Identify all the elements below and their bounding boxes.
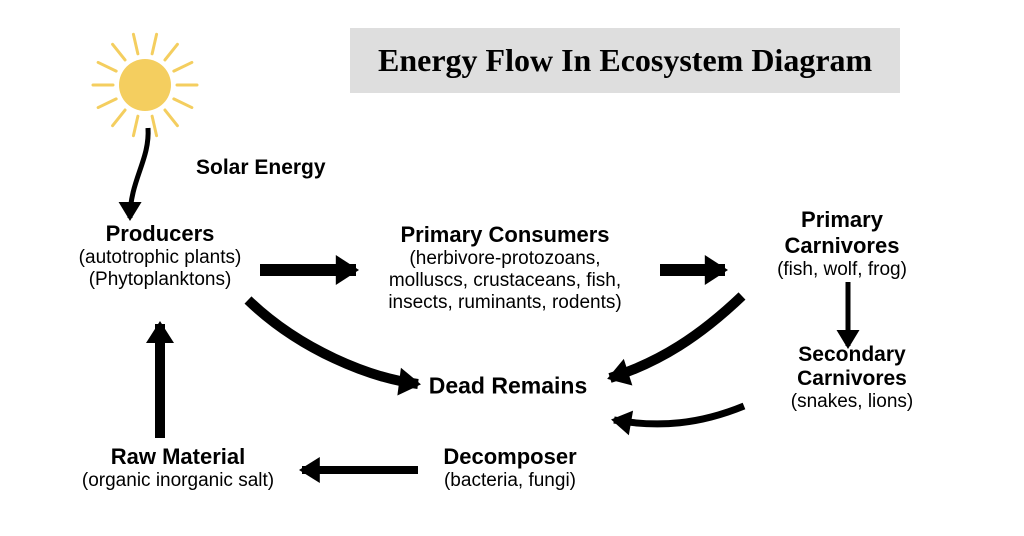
node-title: Primary Consumers [388,222,621,248]
arrowhead-raw-to-producers [146,321,174,343]
arrowhead-producers-to-dead [397,368,421,396]
sun-icon [89,29,201,141]
solar-energy-label: Solar Energy [196,156,326,180]
node-sub: (fish, wolf, frog) [751,259,933,281]
node-secondary-carnivores: Secondary Carnivores (snakes, lions) [766,343,938,413]
node-title: Producers [79,221,242,247]
node-title: Secondary Carnivores [766,343,938,391]
node-title: Decomposer [443,444,576,470]
arrowhead-carnivores-to-dead [607,359,632,386]
arrowhead-producers-to-consumers [336,255,359,285]
node-sub: (bacteria, fungi) [443,470,576,492]
diagram-title: Energy Flow In Ecosystem Diagram [350,28,900,93]
node-dead-remains: Dead Remains [429,373,588,400]
node-producers: Producers (autotrophic plants) (Phytopla… [79,221,242,291]
arrowhead-decomposer-to-raw [299,457,320,483]
arrow-secondary-to-dead [614,406,744,424]
node-title: Raw Material [82,444,274,470]
node-title: Primary Carnivores [751,207,933,259]
node-raw-material: Raw Material (organic inorganic salt) [82,444,274,492]
node-sub: (snakes, lions) [766,391,938,413]
arrowhead-consumers-to-carnivores [705,255,728,285]
node-title: Dead Remains [429,373,588,400]
node-sub: (herbivore-protozoans, molluscs, crustac… [388,248,621,314]
arrow-sun-to-producers [130,128,148,218]
node-primary-consumers: Primary Consumers (herbivore-protozoans,… [388,222,621,314]
node-sub: (organic inorganic salt) [82,470,274,492]
node-decomposer: Decomposer (bacteria, fungi) [443,444,576,492]
diagram-canvas: Energy Flow In Ecosystem Diagram Solar E… [0,0,1024,536]
arrow-carnivores-to-dead [610,296,742,378]
node-primary-carnivores: Primary Carnivores (fish, wolf, frog) [751,207,933,281]
node-sub: (autotrophic plants) (Phytoplanktons) [79,247,242,291]
arrowhead-secondary-to-dead [611,411,633,436]
arrowhead-sun-to-producers [119,202,142,221]
